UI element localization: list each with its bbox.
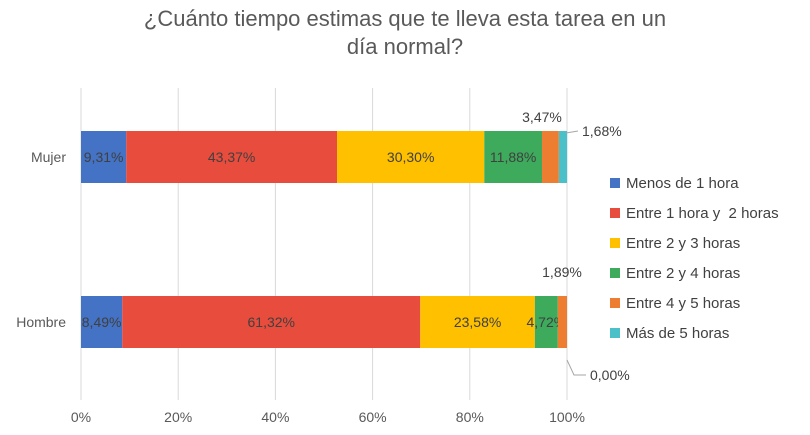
legend-label: Entre 2 y 4 horas (626, 264, 741, 282)
bar-segment (420, 296, 535, 348)
legend-swatch (610, 328, 620, 338)
legend-item: Entre 1 hora y 2 horas (610, 198, 779, 228)
bar-segment (484, 131, 543, 183)
leader-line (566, 359, 586, 376)
data-label: 43,37% (208, 149, 255, 165)
legend-label: Entre 2 y 3 horas (626, 234, 741, 252)
data-label: 1,68% (582, 123, 622, 139)
legend-swatch (610, 178, 620, 188)
bar-segment (337, 131, 485, 183)
legend-item: Entre 2 y 4 horas (610, 258, 779, 288)
data-label: 23,58% (454, 314, 501, 330)
legend-label: Entre 4 y 5 horas (626, 294, 741, 312)
bar-segment (126, 131, 338, 183)
leader-line (565, 130, 579, 134)
bar-segment (534, 296, 558, 348)
data-label: 3,47% (522, 109, 562, 125)
data-label: 11,88% (490, 149, 536, 165)
data-label: 30,30% (387, 149, 434, 165)
legend-swatch (610, 268, 620, 278)
chart-legend: Menos de 1 hora Entre 1 hora y 2 horas Ent… (610, 168, 779, 348)
bar-segment (122, 296, 421, 348)
x-tick-label: 60% (359, 409, 387, 425)
bar-segment (81, 296, 123, 348)
bar-segment (557, 296, 567, 348)
legend-label: Menos de 1 hora (626, 174, 739, 192)
legend-label: Más de 5 horas (626, 324, 730, 342)
legend-item: Más de 5 horas (610, 318, 779, 348)
category-label: Hombre (16, 314, 66, 330)
data-label: 0,00% (590, 367, 630, 383)
data-label: 4,72% (526, 314, 566, 330)
data-label: 1,89% (542, 264, 582, 280)
data-label: 8,49% (82, 314, 122, 330)
x-tick-label: 0% (71, 409, 91, 425)
bar-segment (81, 131, 127, 183)
data-label: 9,31% (84, 149, 124, 165)
x-tick-label: 40% (261, 409, 289, 425)
chart-title-line-2: día normal? (346, 34, 464, 59)
legend-item: Entre 2 y 3 horas (610, 228, 779, 258)
x-tick-label: 100% (549, 409, 585, 425)
x-tick-label: 80% (456, 409, 484, 425)
bar-segment (558, 131, 568, 183)
x-tick-label: 20% (164, 409, 192, 425)
legend-item: Entre 4 y 5 horas (610, 288, 779, 318)
legend-label: Entre 1 hora y 2 horas (626, 204, 779, 222)
bar-segment (542, 131, 559, 183)
legend-swatch (610, 238, 620, 248)
category-label: Mujer (31, 149, 66, 165)
chart-title-line-1: ¿Cuánto tiempo estimas que te lleva esta… (143, 6, 667, 31)
legend-swatch (610, 298, 620, 308)
data-label: 61,32% (248, 314, 295, 330)
legend-item: Menos de 1 hora (610, 168, 779, 198)
legend-swatch (610, 208, 620, 218)
